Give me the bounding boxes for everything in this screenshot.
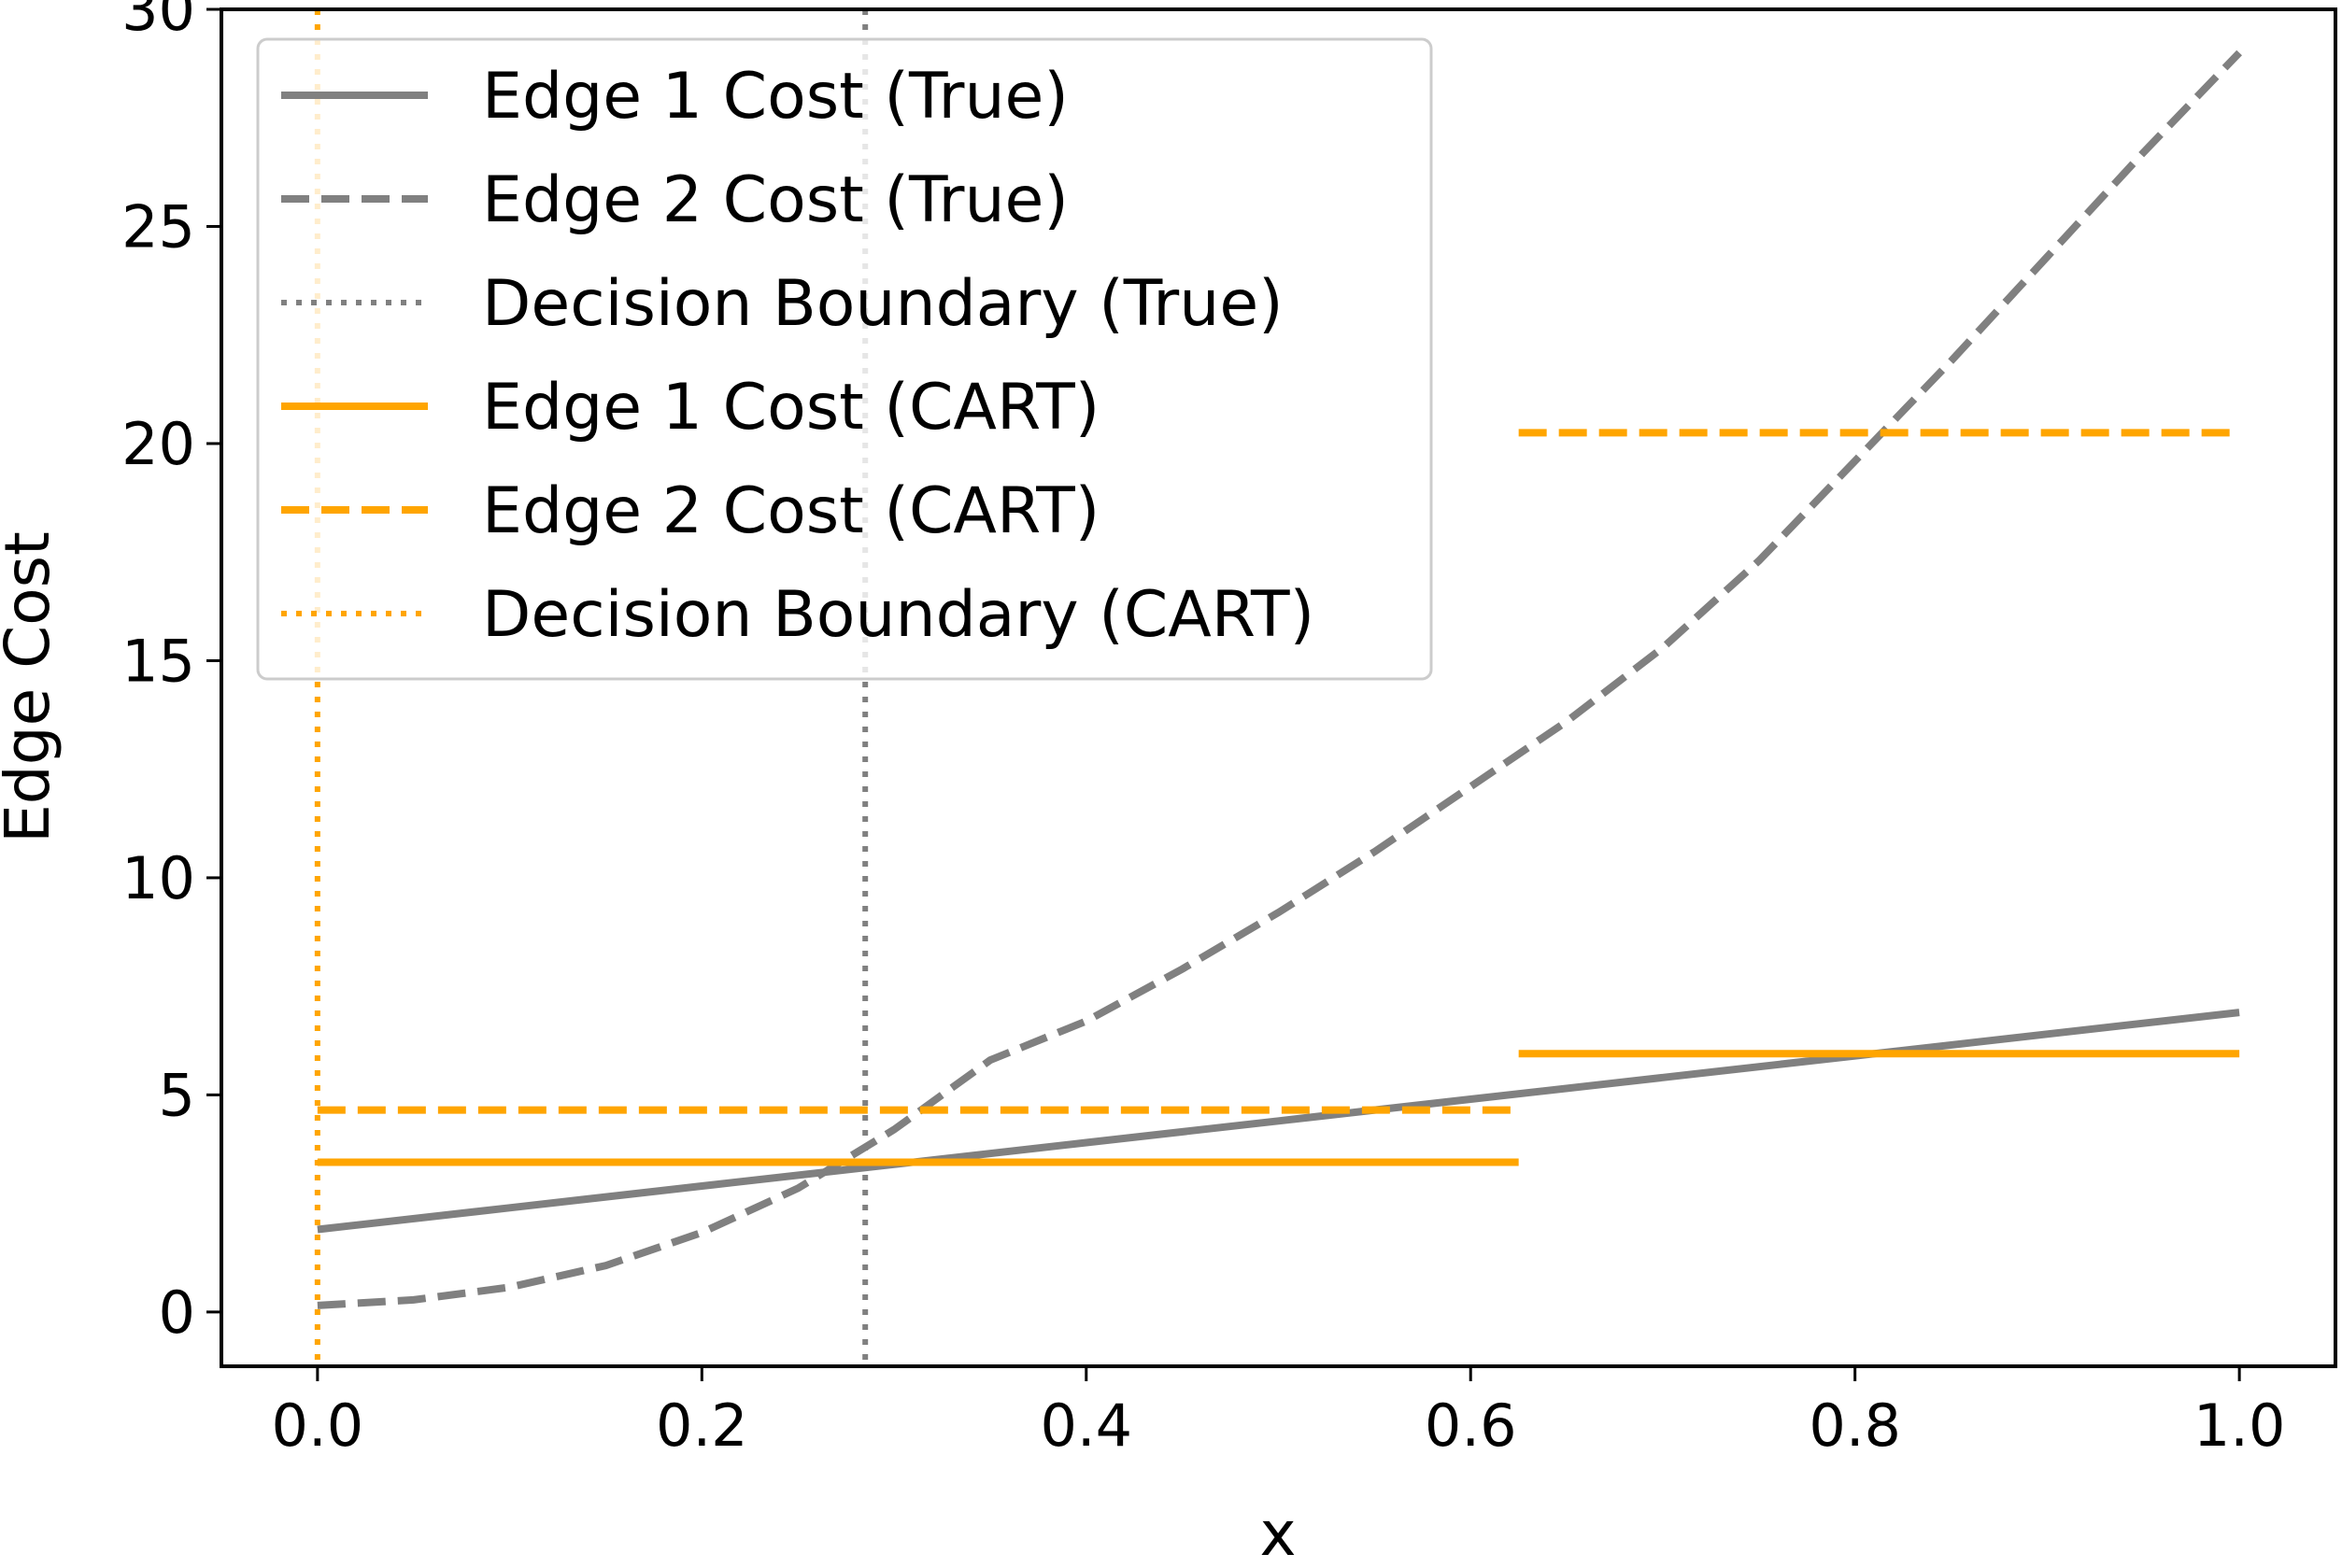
x-tick-label-1: 0.2	[656, 1391, 748, 1460]
y-tick-label-4: 20	[121, 410, 195, 478]
ticks: 0.0 0.2 0.4 0.6 0.8 1.0 0 5 10 15 20 25 30	[121, 0, 2285, 1460]
legend-box	[256, 37, 1433, 681]
series-1-line	[317, 49, 2242, 1309]
y-tick-label-3: 15	[121, 627, 195, 695]
legend-label-2: Decision Boundary (True)	[482, 267, 1284, 341]
x-tick-label-5: 1.0	[2193, 1391, 2286, 1460]
x-tick-label-4: 0.8	[1809, 1391, 1901, 1460]
y-tick-label-6: 30	[121, 0, 195, 44]
x-tick-label-3: 0.6	[1425, 1391, 1517, 1460]
y-tick-label-2: 10	[121, 844, 195, 912]
y-tick-label-0: 0	[159, 1278, 195, 1347]
legend-label-1: Edge 2 Cost (True)	[482, 163, 1069, 237]
legend-label-0: Edge 1 Cost (True)	[482, 60, 1069, 134]
y-tick-label-1: 5	[159, 1061, 195, 1129]
y-axis-label: Edge Cost	[0, 531, 64, 843]
legend-label-3: Edge 1 Cost (CART)	[482, 371, 1100, 445]
axes-frame	[220, 7, 2337, 1368]
y-tick-label-5: 25	[121, 192, 195, 261]
series-0-line	[317, 1009, 2240, 1234]
legend-label-5: Decision Boundary (CART)	[482, 578, 1314, 652]
legend-label-4: Edge 2 Cost (CART)	[482, 474, 1100, 548]
x-tick-label-2: 0.4	[1040, 1391, 1132, 1460]
legend: Edge 1 Cost (True) Edge 2 Cost (True) Deci…	[256, 37, 1433, 681]
x-tick-label-0: 0.0	[272, 1391, 364, 1460]
x-axis-label: x	[1259, 1498, 1296, 1568]
